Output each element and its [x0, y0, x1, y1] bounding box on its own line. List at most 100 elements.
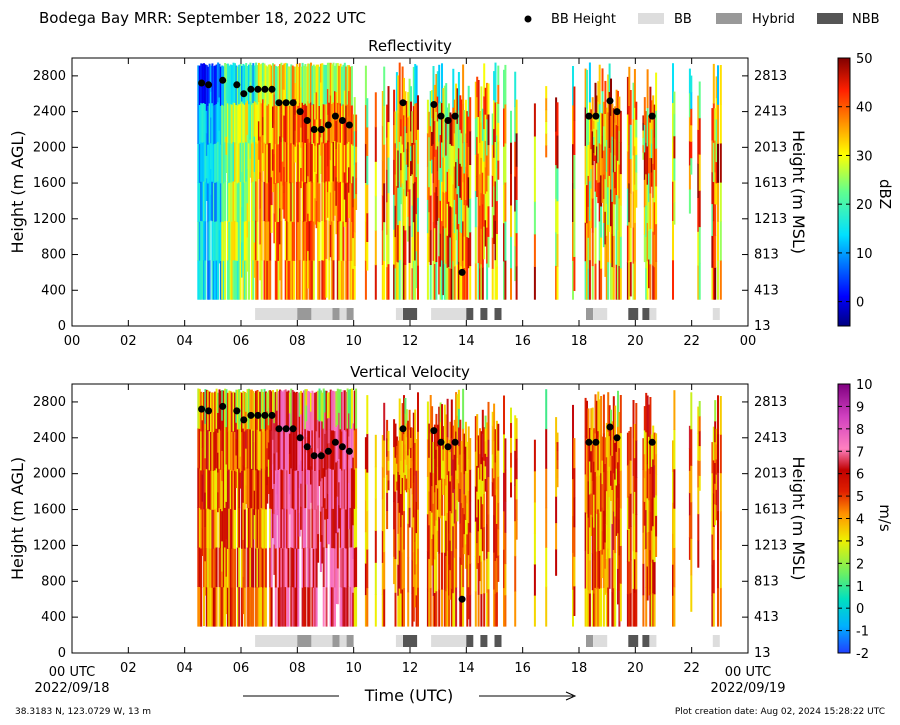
legend-box-nbb — [817, 13, 843, 24]
echo-field-texture — [197, 388, 722, 627]
velocity-colorbar: -2 -1 0 1 2 3 4 5 6 7 8 9 10 m/s — [837, 378, 894, 662]
bb-height-point — [198, 79, 206, 87]
bb-height-point — [451, 438, 459, 446]
y-tick-label: 800 — [41, 248, 66, 263]
x-end-label: 00 UTC — [725, 665, 771, 680]
bb-height-point — [338, 443, 346, 451]
x-tick-label: 16 — [514, 334, 531, 349]
bb-height-point — [606, 97, 614, 105]
x-tick-label: 14 — [458, 334, 475, 349]
x-tick-label: 12 — [402, 334, 419, 349]
colorbar-tick-label: -1 — [856, 625, 869, 640]
bb-height-point — [219, 76, 227, 84]
bb-type-segment — [593, 635, 608, 647]
bb-type-segment — [339, 308, 347, 320]
x-tick-label: 04 — [176, 334, 193, 349]
bb-type-segment — [466, 308, 474, 320]
y-tick-label: 800 — [41, 574, 66, 589]
y-tick-label-right: 13 — [754, 646, 771, 661]
x-tick-label: 08 — [289, 334, 306, 349]
y-tick-label: 0 — [58, 646, 66, 661]
legend: BB Height BB Hybrid NBB — [524, 12, 880, 27]
y-tick-label: 2800 — [33, 69, 66, 84]
bb-height-point — [219, 402, 227, 410]
bb-type-segment — [395, 635, 403, 647]
x-tick-label: 22 — [683, 334, 700, 349]
colorbar-tick-label: 10 — [856, 378, 873, 393]
y-tick-label: 1600 — [33, 503, 66, 518]
bb-height-point — [296, 434, 304, 442]
x-tick-label: 06 — [233, 661, 250, 676]
y-axis-label-right: Height (m MSL) — [789, 130, 808, 254]
bb-height-point — [247, 85, 255, 93]
y-tick-label-right: 2813 — [754, 395, 787, 410]
colorbar-tick-label: -2 — [856, 647, 869, 662]
bb-height-point — [289, 99, 297, 107]
bb-height-point — [275, 425, 283, 433]
bb-height-point — [437, 112, 445, 120]
x-tick-label: 00 — [64, 334, 81, 349]
bb-height-point — [247, 411, 255, 419]
bb-height-point — [282, 99, 290, 107]
bb-type-segment — [311, 635, 333, 647]
y-tick-label-right: 813 — [754, 248, 779, 263]
colorbar-tick-label: 1 — [856, 580, 864, 595]
y-tick-label-right: 2013 — [754, 467, 787, 482]
bb-height-point — [289, 425, 297, 433]
figure-title: Bodega Bay MRR: September 18, 2022 UTC — [39, 9, 366, 27]
bb-type-segment — [332, 635, 340, 647]
bb-type-segment — [642, 308, 650, 320]
bb-height-point — [205, 81, 213, 89]
bb-height-point — [585, 438, 593, 446]
bb-height-point — [282, 425, 290, 433]
legend-label-bb: BB — [674, 12, 692, 27]
legend-label-hybrid: Hybrid — [752, 12, 795, 27]
bb-type-segment — [311, 308, 333, 320]
legend-label-nbb: NBB — [852, 12, 880, 27]
bb-height-point — [613, 434, 621, 442]
bb-type-segment — [466, 635, 474, 647]
bb-type-segment — [480, 308, 488, 320]
x-tick-label: 16 — [514, 661, 531, 676]
y-tick-label-right: 413 — [754, 610, 779, 625]
bb-type-segment — [712, 308, 720, 320]
colorbar-tick-label: 8 — [856, 423, 864, 438]
colorbar-tick-label: 0 — [856, 296, 864, 311]
x-tick-label: 00 — [740, 334, 757, 349]
bb-type-segment — [628, 635, 639, 647]
bb-height-point — [233, 407, 241, 415]
y-tick-label-right: 1213 — [754, 212, 787, 227]
y-tick-label: 400 — [41, 610, 66, 625]
x-tick-label: 04 — [176, 661, 193, 676]
x-start-label: 00 UTC — [49, 665, 95, 680]
y-axis-label: Height (m AGL) — [8, 457, 27, 580]
bb-height-point — [268, 411, 276, 419]
x-end-date: 2022/09/19 — [711, 681, 786, 696]
bb-height-point — [592, 112, 600, 120]
bb-type-segment — [255, 635, 298, 647]
echo-field-texture — [197, 62, 722, 300]
bb-height-point — [345, 121, 353, 129]
bb-type-segment — [255, 308, 298, 320]
panel-title: Vertical Velocity — [350, 363, 470, 381]
bb-height-point — [399, 99, 407, 107]
bb-type-segment — [339, 635, 347, 647]
bb-height-point — [261, 411, 269, 419]
x-tick-label: 08 — [289, 661, 306, 676]
colorbar-label-dbz: dBZ — [876, 179, 894, 209]
y-tick-label: 1600 — [33, 176, 66, 191]
bb-height-point — [331, 438, 339, 446]
bb-height-point — [261, 85, 269, 93]
y-tick-label: 2000 — [33, 140, 66, 155]
bb-type-segment — [593, 308, 608, 320]
bb-height-point — [331, 112, 339, 120]
bb-type-segment — [431, 635, 467, 647]
bb-height-point — [458, 595, 466, 603]
bb-height-point — [303, 443, 311, 451]
bb-height-point — [317, 126, 325, 133]
reflectivity-colorbar: 0 10 20 30 40 50 dBZ — [837, 52, 894, 327]
y-tick-label: 400 — [41, 283, 66, 298]
y-axis-label: Height (m AGL) — [8, 130, 27, 253]
bb-height-point — [296, 108, 304, 116]
